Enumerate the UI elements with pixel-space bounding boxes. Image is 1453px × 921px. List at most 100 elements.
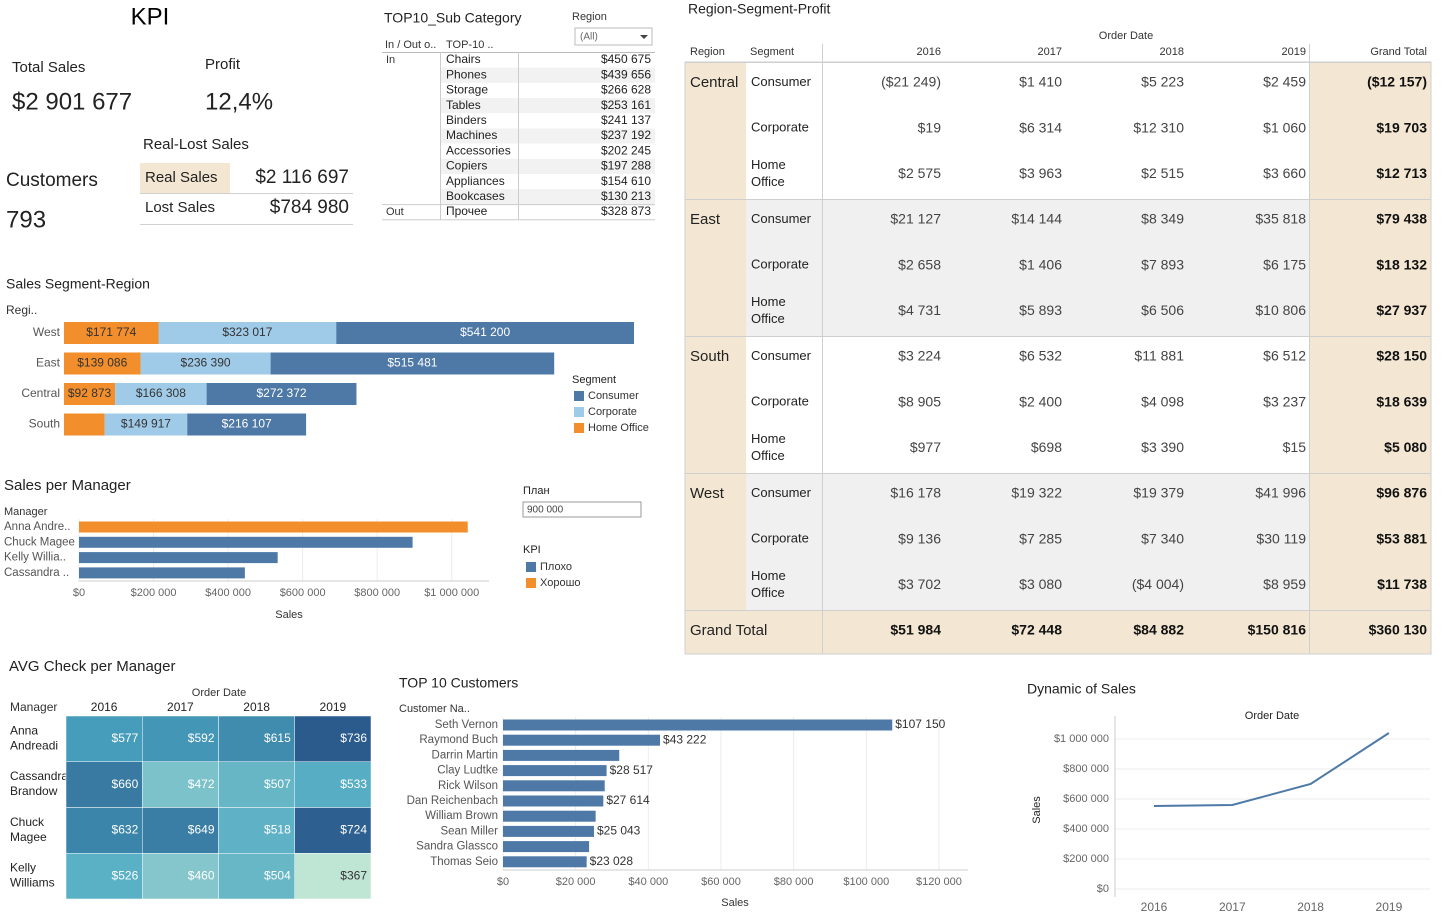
total-value: $72 448	[1011, 622, 1062, 638]
legend-label: Хорошо	[540, 577, 581, 589]
heat-cell	[65, 715, 143, 762]
y-tick-label: West	[33, 325, 61, 339]
line-series	[1153, 732, 1390, 808]
y-tick-label: Cassandra Brandow	[10, 769, 68, 798]
bar	[503, 765, 607, 777]
legend-swatch	[574, 391, 584, 401]
heat-cell	[218, 807, 295, 854]
row-value: $197 288	[601, 159, 651, 173]
x-tick-label: $40 000	[628, 876, 668, 888]
table-title: TOP10_Sub Category	[384, 10, 522, 26]
table-value: $3 702	[898, 576, 941, 592]
y-tick-label: Central	[21, 386, 60, 400]
cell-bg	[685, 336, 746, 473]
column-group: Order Date	[192, 687, 246, 699]
cell-bg	[746, 199, 1309, 336]
table-title: Region-Segment-Profit	[688, 1, 831, 17]
y-tick-label: South	[29, 417, 60, 431]
cell-bg	[1309, 62, 1431, 199]
x-tick-label: 2016	[91, 700, 118, 714]
y-tick-label: William Brown	[425, 810, 498, 822]
bar-segment	[64, 383, 116, 405]
text-line: Consumer	[751, 74, 812, 89]
row-label: Прочее	[446, 204, 488, 218]
heat-cell	[294, 715, 372, 762]
total-value: $360 130	[1369, 622, 1428, 638]
data-label: $541 200	[460, 325, 510, 339]
bar-segment	[206, 383, 357, 405]
bar	[503, 825, 594, 837]
data-label: $139 086	[77, 356, 127, 370]
text-line: Magee	[10, 830, 47, 844]
column-header: 2019	[1282, 46, 1306, 58]
bar	[503, 780, 605, 792]
data-label: $592	[188, 731, 215, 745]
cell-bg	[685, 62, 746, 199]
table-value: $6 532	[1019, 348, 1062, 364]
segment-label: Consumer	[751, 211, 812, 226]
chart-title: Sales Segment-Region	[6, 276, 150, 292]
bar-segment	[336, 322, 634, 344]
heat-cell	[294, 853, 372, 900]
axis-title: Sales	[275, 609, 303, 621]
column-header: 2018	[1160, 46, 1184, 58]
y-tick-label: Sean Miller	[440, 825, 498, 837]
y-tick-label: Sandra Glassco	[416, 841, 498, 853]
table-value: $5 223	[1141, 74, 1184, 90]
table-value: $18 639	[1376, 393, 1427, 409]
table-value: $7 340	[1141, 530, 1184, 546]
chart-title: Sales per Manager	[4, 477, 131, 494]
kpi-label: Total Sales	[12, 59, 85, 76]
row-value: $784 980	[270, 197, 349, 218]
parameter-input[interactable]	[522, 501, 642, 518]
y-tick-label: $200 000	[1063, 853, 1109, 865]
y-tick-label: Chuck Magee	[4, 536, 75, 548]
bar	[503, 810, 596, 822]
segment-label: Corporate	[751, 120, 809, 135]
heat-cell	[142, 853, 219, 900]
y-tick-label: Kelly Williams	[10, 861, 55, 890]
text-line: Corporate	[751, 531, 809, 546]
data-label: $272 372	[256, 386, 306, 400]
cell-bg	[441, 158, 655, 174]
chart-title: AVG Check per Manager	[9, 658, 175, 675]
text-line: Williams	[10, 876, 55, 890]
text-line: Consumer	[751, 348, 812, 363]
legend-swatch	[574, 423, 584, 433]
data-label: $660	[112, 777, 139, 791]
table-value: $10 806	[1255, 302, 1306, 318]
table-value: $19 322	[1011, 485, 1062, 501]
x-tick-label: $600 000	[280, 587, 326, 599]
table-value: $7 285	[1019, 530, 1062, 546]
bar-segment	[104, 413, 188, 436]
bar-segment	[158, 322, 337, 344]
y-tick-label: East	[36, 356, 61, 370]
row-value: $2 116 697	[255, 167, 349, 188]
segment-label: Home Office	[751, 294, 786, 326]
y-tick-label: Clay Ludtke	[437, 765, 498, 777]
row-label: Phones	[446, 67, 487, 81]
row-value: $266 628	[601, 83, 651, 97]
table-value: $4 731	[898, 302, 941, 318]
filter-label: Region	[572, 11, 607, 23]
x-tick-label: 2019	[320, 700, 347, 714]
data-label: $736	[340, 731, 367, 745]
cell-bg	[746, 62, 1309, 199]
table-value: $977	[910, 439, 941, 455]
dropdown[interactable]	[574, 27, 653, 46]
column-header: In / Out o..	[385, 39, 436, 51]
column-group: Order Date	[1099, 30, 1153, 42]
legend-label: Home Office	[588, 422, 649, 434]
table-value: $3 080	[1019, 576, 1062, 592]
table-value: $19 379	[1133, 485, 1184, 501]
cell-bg	[685, 473, 746, 610]
row-value: $328 873	[601, 204, 651, 218]
heat-cell	[294, 761, 372, 808]
y-tick-label: Kelly Willia..	[4, 552, 66, 564]
table-value: $5 893	[1019, 302, 1062, 318]
y-tick-label: Anna Andreadi	[10, 724, 58, 753]
text-line: Home	[751, 157, 786, 172]
segment-label: Consumer	[751, 485, 812, 500]
table-value: $16 178	[890, 485, 941, 501]
data-label: $472	[188, 777, 215, 791]
